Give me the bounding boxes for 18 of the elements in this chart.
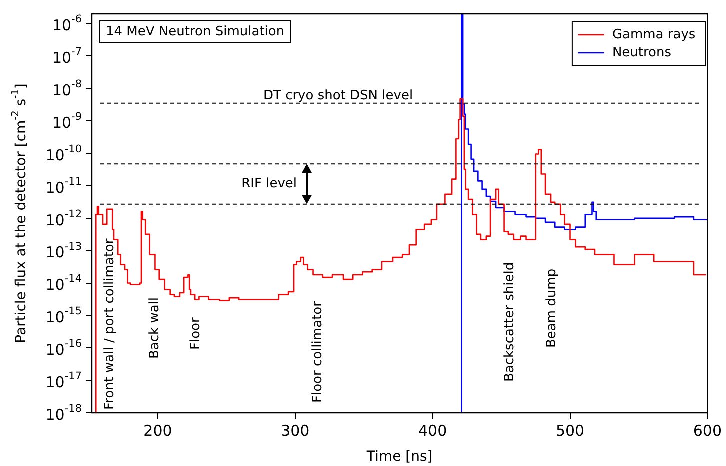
annotation: Backscatter shield (502, 262, 518, 382)
legend-label: Neutrons (612, 45, 672, 60)
annotation: Front wall / port collimator (102, 238, 118, 410)
x-axis-title: Time [ns] (366, 449, 433, 466)
legend-label: Gamma rays (612, 27, 696, 42)
annotation: RIF level (242, 176, 297, 192)
ref-line-label: DT cryo shot DSN level (263, 88, 414, 104)
x-tick-label: 400 (418, 422, 448, 440)
y-axis-title: Particle flux at the detector [cm-2 s-1] (10, 84, 30, 344)
x-tick-label: 200 (144, 422, 172, 440)
annotation: Floor collimator (310, 300, 326, 403)
annotation: Floor (188, 317, 204, 350)
annotation: Beam dump (544, 268, 560, 348)
x-tick-label: 300 (281, 422, 310, 440)
x-tick-label: 500 (556, 422, 585, 440)
text: 14 MeV Neutron Simulation (106, 24, 285, 40)
annotation: Back wall (147, 297, 162, 359)
x-tick-label: 600 (693, 422, 722, 440)
